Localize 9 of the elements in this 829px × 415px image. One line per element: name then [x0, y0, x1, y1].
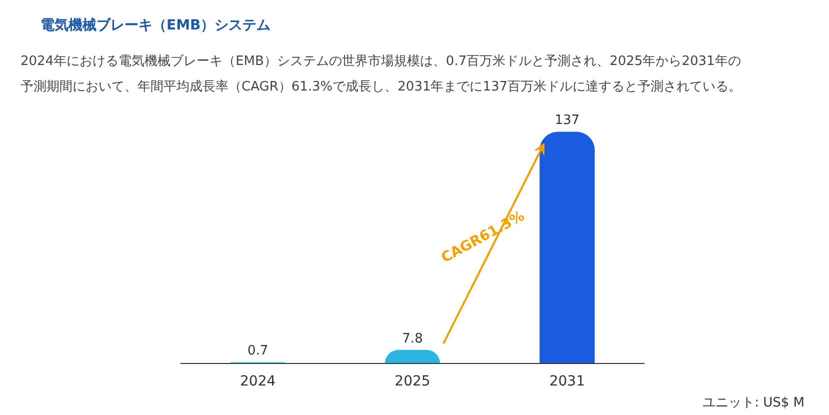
text: ユニット: US$ M: [702, 396, 805, 410]
data-label: 7.8: [402, 331, 423, 346]
data-label: 0.7: [247, 343, 268, 358]
x-tick-label: 2031: [549, 374, 585, 390]
data-label: 137: [554, 113, 580, 128]
x-tick-label: 2025: [394, 374, 430, 390]
chart-title: 電気機械ブレーキ（EMB）システム: [40, 16, 271, 34]
chart-subtitle: 2024年における電気機械ブレーキ（EMB）システムの世界市場規模は、0.7百万米ドルと予測され、2025年から2031年の予測期間において、年間平均成長率（CAGR）61.3%で成長し、2031年までに137百万米ドルに達すると予測されている。: [20, 54, 742, 94]
x-tick-label: 2024: [240, 374, 276, 390]
